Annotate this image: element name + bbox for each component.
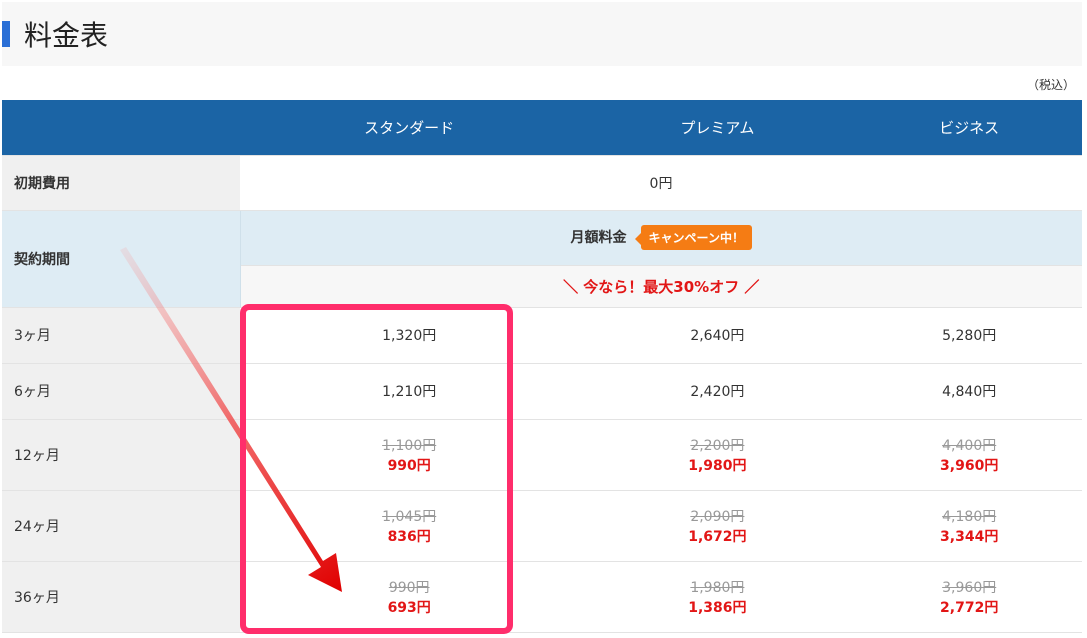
price-cell: 1,100円 990円	[240, 419, 579, 491]
discount-price: 693円	[387, 599, 431, 616]
original-price: 3,960円	[942, 579, 997, 596]
discount-price: 3,344円	[940, 528, 999, 545]
initial-label: 初期費用	[2, 155, 240, 211]
original-price: 1,045円	[382, 508, 437, 525]
discount-price: 836円	[387, 528, 431, 545]
price: 1,210円	[382, 384, 437, 400]
contract-label: 契約期間	[2, 210, 241, 308]
price-cell: 2,090円 1,672円	[578, 490, 857, 562]
price-row: 36ヶ月 990円 693円 1,980円 1,386円 3,960円 2,772円	[2, 561, 1082, 633]
price-cell: 1,980円 1,386円	[578, 561, 857, 633]
promo-text: ＼ 今なら！最大30%オフ ／	[240, 265, 1082, 308]
title-bar: 料金表	[2, 2, 1082, 66]
price-row: 24ヶ月 1,045円 836円 2,090円 1,672円 4,180円 3,344円	[2, 490, 1082, 562]
period-label: 6ヶ月	[2, 363, 240, 420]
original-price: 2,090円	[690, 508, 745, 525]
price-row: 12ヶ月 1,100円 990円 2,200円 1,980円 4,400円 3,960円	[2, 419, 1082, 491]
price: 2,640円	[690, 328, 745, 344]
price: 5,280円	[942, 328, 997, 344]
original-price: 2,200円	[690, 437, 745, 454]
monthly-row: 契約期間 月額料金 キャンペーン中！	[2, 210, 1082, 308]
initial-value: 0円	[240, 155, 1082, 211]
discount-price: 1,386円	[688, 599, 747, 616]
discount-price: 1,980円	[688, 457, 747, 474]
period-label: 36ヶ月	[2, 561, 240, 633]
price-row: 3ヶ月 1,320円 2,640円 5,280円	[2, 307, 1082, 364]
price: 2,420円	[690, 384, 745, 400]
header-row: スタンダード プレミアム ビジネス	[2, 100, 1082, 156]
title-accent	[2, 21, 10, 47]
price-cell: 3,960円 2,772円	[856, 561, 1082, 633]
monthly-cell: 月額料金 キャンペーン中！	[240, 210, 1082, 266]
discount-price: 990円	[387, 457, 431, 474]
header-blank	[2, 100, 240, 156]
campaign-badge: キャンペーン中！	[634, 225, 752, 250]
price-cell: 2,640円	[578, 307, 857, 364]
page-title: 料金表	[24, 19, 109, 52]
plan-business: ビジネス	[856, 100, 1082, 156]
price-cell: 4,180円 3,344円	[856, 490, 1082, 562]
plan-premium: プレミアム	[578, 100, 857, 156]
original-price: 1,100円	[382, 437, 437, 454]
original-price: 1,980円	[690, 579, 745, 596]
discount-price: 1,672円	[688, 528, 747, 545]
period-label: 12ヶ月	[2, 419, 240, 491]
price-cell: 2,200円 1,980円	[578, 419, 857, 491]
initial-row: 初期費用 0円	[2, 155, 1082, 211]
price: 4,840円	[942, 384, 997, 400]
pricing-table: スタンダード プレミアム ビジネス 初期費用 0円 契約期間 月額料金 キャンペー…	[2, 100, 1082, 633]
price-cell: 1,045円 836円	[240, 490, 579, 562]
original-price: 4,180円	[942, 508, 997, 525]
original-price: 4,400円	[942, 437, 997, 454]
price: 1,320円	[382, 328, 437, 344]
period-label: 3ヶ月	[2, 307, 240, 364]
price-cell: 1,320円	[240, 307, 579, 364]
original-price: 990円	[388, 579, 430, 596]
discount-price: 3,960円	[940, 457, 999, 474]
price-row: 6ヶ月 1,210円 2,420円 4,840円	[2, 363, 1082, 420]
period-label: 24ヶ月	[2, 490, 240, 562]
price-cell: 990円 693円	[240, 561, 579, 633]
tax-note: （税込）	[1026, 78, 1075, 92]
price-cell: 4,840円	[856, 363, 1082, 420]
price-cell: 2,420円	[578, 363, 857, 420]
price-cell: 5,280円	[856, 307, 1082, 364]
monthly-label: 月額料金	[570, 230, 627, 246]
plan-standard: スタンダード	[240, 100, 579, 156]
discount-price: 2,772円	[940, 599, 999, 616]
price-cell: 1,210円	[240, 363, 579, 420]
price-cell: 4,400円 3,960円	[856, 419, 1082, 491]
